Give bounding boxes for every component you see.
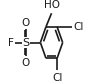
Text: HO: HO — [44, 0, 60, 10]
Text: S: S — [22, 38, 29, 48]
Text: O: O — [22, 58, 30, 67]
Text: F: F — [8, 38, 14, 48]
Text: Cl: Cl — [52, 73, 62, 83]
Text: Cl: Cl — [74, 22, 84, 32]
Text: Cl: Cl — [52, 73, 62, 83]
Text: Cl: Cl — [74, 22, 84, 32]
Text: O: O — [22, 18, 30, 28]
Text: HO: HO — [44, 0, 60, 10]
